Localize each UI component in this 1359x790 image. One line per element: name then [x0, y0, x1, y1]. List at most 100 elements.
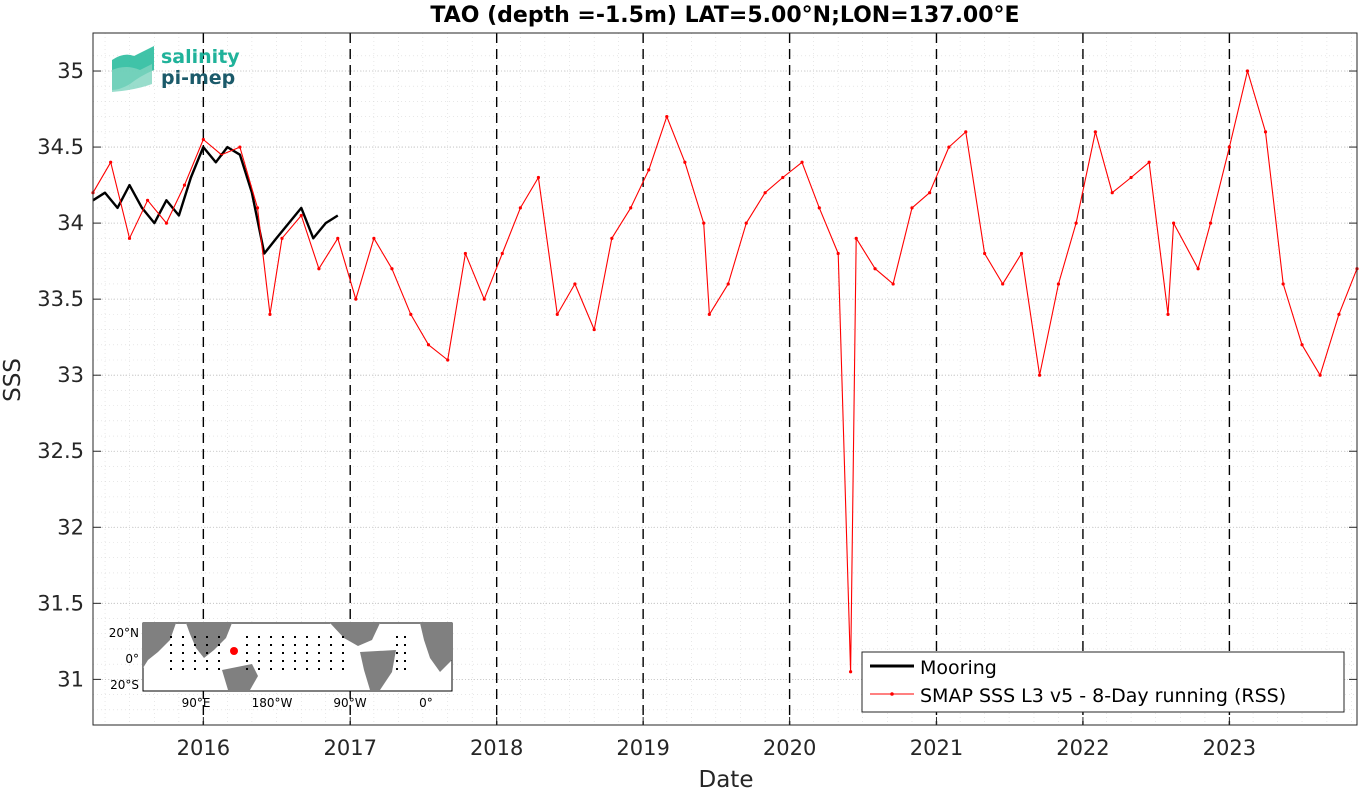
legend-smap-marker	[890, 692, 894, 696]
inset-buoy-dot	[246, 660, 248, 662]
inset-buoy-dot	[218, 652, 220, 654]
y-tick-label-2: 32	[57, 515, 84, 539]
minor-grid	[93, 33, 1357, 725]
inset-buoy-dot	[396, 668, 398, 670]
inset-buoy-dot	[258, 652, 260, 654]
inset-buoy-dot	[170, 644, 172, 646]
inset-lon-label-3: 90°W	[333, 696, 366, 710]
series-line-1	[92, 70, 1358, 673]
inset-australia-land	[222, 664, 258, 690]
x-tick-label-4: 2020	[763, 736, 816, 760]
inset-buoy-dot	[318, 652, 320, 654]
inset-buoy-dot	[282, 636, 284, 638]
inset-buoy-dot	[258, 668, 260, 670]
y-tick-label-8: 35	[57, 59, 84, 83]
inset-africa-east-land	[420, 623, 452, 672]
inset-buoy-dot	[318, 636, 320, 638]
y-tick-label-3: 32.5	[37, 439, 84, 463]
inset-buoy-dot	[282, 652, 284, 654]
inset-africa-land	[143, 623, 176, 668]
legend-smap-label: SMAP SSS L3 v5 - 8-Day running (RSS)	[920, 685, 1286, 707]
x-tick-label-2: 2018	[470, 736, 523, 760]
inset-buoy-dot	[246, 652, 248, 654]
inset-buoy-dot	[342, 668, 344, 670]
inset-buoy-dot	[218, 636, 220, 638]
inset-buoy-dot	[294, 668, 296, 670]
inset-buoy-dot	[206, 636, 208, 638]
y-tick-label-7: 34.5	[37, 135, 84, 159]
inset-buoy-dot	[306, 668, 308, 670]
y-tick-label-4: 33	[57, 363, 84, 387]
inset-buoy-dot	[270, 668, 272, 670]
inset-buoy-dot	[246, 644, 248, 646]
inset-buoy-dot	[194, 660, 196, 662]
inset-buoy-dot	[258, 660, 260, 662]
inset-lat-label-3: 20°S	[110, 678, 139, 692]
inset-buoy-dot	[396, 652, 398, 654]
plot-frame	[92, 32, 1358, 726]
inset-buoy-dot	[270, 644, 272, 646]
inset-buoy-dot	[404, 668, 406, 670]
x-axis-ticks: 2016 2017 2018 2019 2020 2021 2022 2023	[177, 717, 1256, 760]
inset-buoy-dot	[194, 636, 196, 638]
x-tick-label-3: 2019	[616, 736, 669, 760]
inset-buoy-dot	[306, 660, 308, 662]
inset-buoy-dot	[182, 660, 184, 662]
y-axis-ticks: 31 31.5 32 32.5 33 33.5 34 34.5 35	[37, 59, 1357, 691]
chart-title: TAO (depth =-1.5m) LAT=5.00°N;LON=137.00…	[430, 3, 1019, 28]
inset-buoy-dot	[294, 644, 296, 646]
inset-buoy-dot	[342, 636, 344, 638]
inset-buoy-dot	[330, 660, 332, 662]
inset-buoy-dot	[170, 668, 172, 670]
inset-map-frame	[142, 622, 453, 692]
inset-buoy-dot	[218, 668, 220, 670]
inset-buoy-dot	[258, 644, 260, 646]
inset-buoy-dot	[206, 644, 208, 646]
inset-buoy-dot	[206, 652, 208, 654]
inset-buoy-dot	[282, 644, 284, 646]
inset-buoy-dot	[270, 652, 272, 654]
inset-buoy-dot	[342, 652, 344, 654]
inset-buoy-dot	[330, 636, 332, 638]
inset-lon-label-4: 0°	[419, 696, 433, 710]
inset-buoy-dot	[294, 636, 296, 638]
inset-south-america-land	[360, 650, 396, 690]
inset-buoy-dot	[330, 652, 332, 654]
x-tick-label-0: 2016	[177, 736, 230, 760]
inset-buoy-dot	[404, 652, 406, 654]
logo-wave-icon-2	[112, 64, 152, 92]
series-line-0	[92, 145, 339, 255]
y-tick-label-5: 33.5	[37, 287, 84, 311]
logo-line2: pi-mep	[161, 67, 235, 89]
y-tick-label-1: 31.5	[37, 591, 84, 615]
inset-buoy-dot	[182, 636, 184, 638]
legend-box	[861, 651, 1345, 713]
inset-buoy-dot	[306, 644, 308, 646]
inset-buoy-dot	[306, 636, 308, 638]
y-tick-label-6: 34	[57, 211, 84, 235]
inset-buoy-dot	[194, 644, 196, 646]
inset-buoy-dot	[170, 660, 172, 662]
inset-buoy-dot	[404, 636, 406, 638]
inset-buoy-dot	[342, 644, 344, 646]
inset-buoy-dot	[342, 660, 344, 662]
inset-station-marker	[230, 647, 238, 655]
inset-buoy-dot	[294, 652, 296, 654]
inset-buoy-dot	[246, 636, 248, 638]
x-tick-label-5: 2021	[910, 736, 963, 760]
inset-lat-label-2: 0°	[125, 652, 139, 666]
inset-buoy-dot	[206, 660, 208, 662]
inset-buoy-dots	[170, 636, 406, 670]
y-tick-label-0: 31	[57, 667, 84, 691]
inset-buoy-dot	[206, 668, 208, 670]
inset-buoy-dot	[218, 660, 220, 662]
inset-buoy-dot	[182, 644, 184, 646]
inset-lat-label-1: 20°N	[109, 626, 139, 640]
inset-buoy-dot	[170, 652, 172, 654]
legend: Mooring SMAP SSS L3 v5 - 8-Day running (…	[861, 651, 1345, 713]
inset-buoy-dot	[396, 636, 398, 638]
inset-buoy-dot	[330, 668, 332, 670]
inset-buoy-dot	[294, 660, 296, 662]
inset-buoy-dot	[218, 644, 220, 646]
